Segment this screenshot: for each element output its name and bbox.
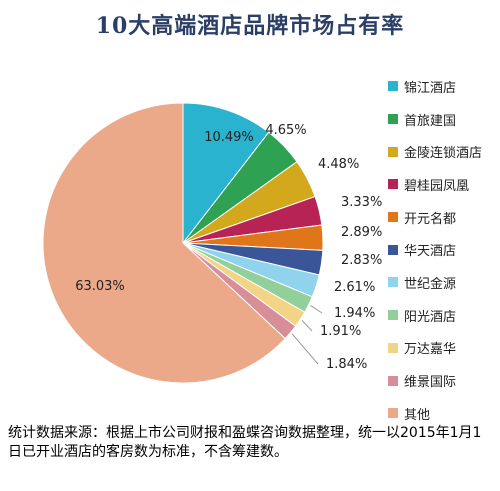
legend-label: 世纪金源 [404, 276, 457, 292]
pie-slice [182, 102, 270, 245]
slice-value-label: 4.48% [318, 157, 359, 172]
slice-value-label: 4.65% [265, 123, 306, 138]
legend-label: 华天酒店 [404, 244, 457, 260]
legend-swatch [388, 81, 398, 92]
legend-swatch [388, 342, 398, 353]
slice-value-label: 63.03% [75, 279, 125, 294]
slice-value-label: 3.33% [341, 195, 382, 210]
legend-item: 华天酒店 [388, 233, 482, 266]
slice-value-label: 1.84% [326, 357, 367, 372]
legend-item: 世纪金源 [388, 266, 482, 299]
legend-label: 金陵连锁酒店 [404, 146, 483, 162]
legend-swatch [388, 244, 398, 255]
legend-swatch [388, 375, 398, 386]
legend-item: 碧桂园凤凰 [388, 168, 482, 201]
legend-item: 阳光酒店 [388, 299, 482, 332]
legend-label: 万达嘉华 [404, 342, 457, 358]
legend-item: 其他 [388, 397, 482, 430]
legend-label: 开元名都 [404, 211, 457, 227]
legend-swatch [388, 114, 398, 125]
leader-line [310, 305, 323, 314]
leader-line [291, 333, 319, 365]
slice-value-label: 2.83% [341, 253, 382, 268]
leader-line [301, 320, 313, 332]
slice-value-label: 1.91% [320, 324, 361, 339]
footnote: 统计数据来源：根据上市公司财报和盈蝶咨询数据整理，统一以2015年1月1日已开业… [8, 425, 482, 460]
legend-swatch [388, 408, 398, 419]
legend-label: 首旅建国 [404, 113, 457, 129]
legend-swatch [388, 179, 398, 190]
slice-value-label: 1.94% [334, 306, 375, 321]
legend-item: 开元名都 [388, 201, 482, 234]
pie-slice [42, 102, 286, 384]
legend-label: 碧桂园凤凰 [404, 178, 470, 194]
legend-label: 其他 [404, 407, 431, 423]
legend-swatch [388, 277, 398, 288]
slice-value-label: 2.89% [341, 225, 382, 240]
legend-item: 维景国际 [388, 364, 482, 397]
legend-label: 维景国际 [404, 375, 457, 391]
slice-value-label: 2.61% [334, 280, 375, 295]
slice-value-label: 10.49% [204, 130, 254, 145]
legend-item: 锦江酒店 [388, 70, 482, 103]
legend-item: 万达嘉华 [388, 332, 482, 365]
legend-item: 首旅建国 [388, 103, 482, 136]
legend-label: 锦江酒店 [404, 80, 457, 96]
legend-label: 阳光酒店 [404, 309, 457, 325]
legend-swatch [388, 212, 398, 223]
legend-swatch [388, 310, 398, 321]
chart-title: 10大高端酒店品牌市场占有率 [95, 13, 405, 39]
legend-swatch [388, 146, 398, 157]
legend-item: 金陵连锁酒店 [388, 135, 482, 168]
legend: 锦江酒店首旅建国金陵连锁酒店 碧桂园凤凰开元名都华天酒店世纪金源阳光酒店万达嘉华维… [388, 70, 482, 430]
